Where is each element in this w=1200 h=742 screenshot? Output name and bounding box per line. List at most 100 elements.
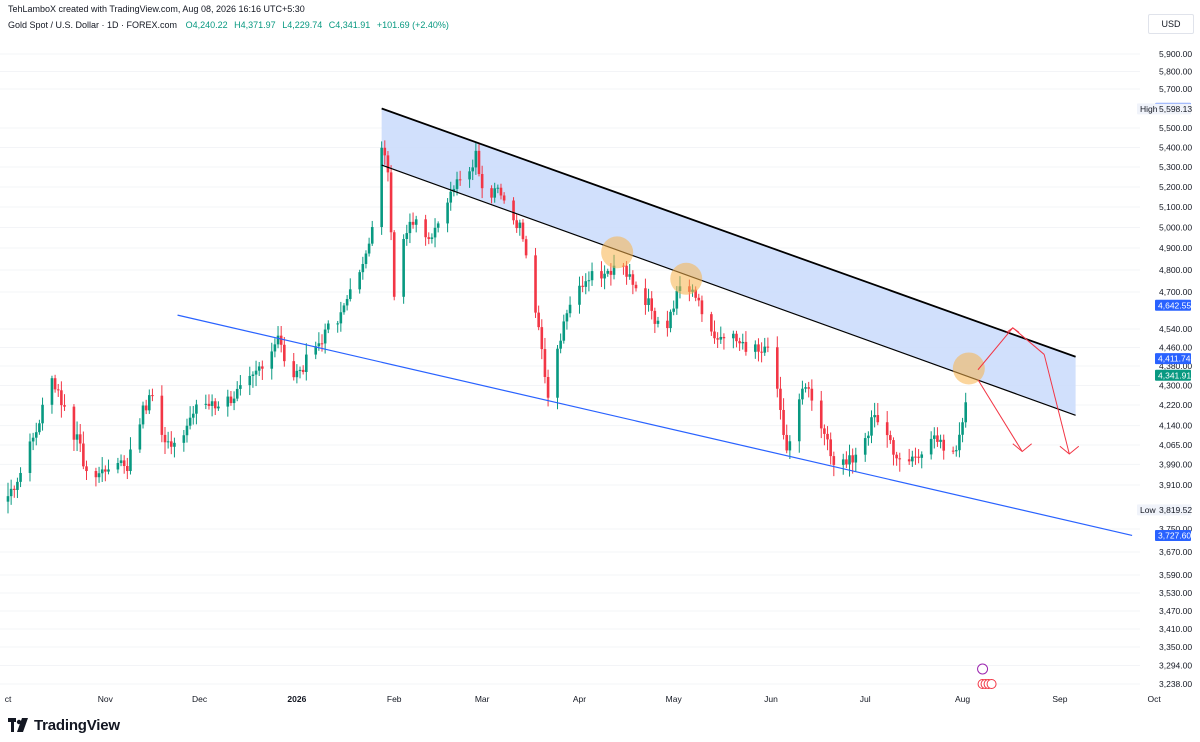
candle-body — [204, 403, 208, 405]
time-axis[interactable]: ct Nov Dec 2026 Feb Mar Apr May Jun Jul Aug Sep Oct — [5, 694, 1162, 704]
candle-body — [213, 401, 217, 409]
candle-body — [578, 285, 581, 305]
candle-body — [188, 417, 192, 426]
candle-body — [138, 424, 142, 450]
candle-body — [832, 456, 836, 465]
time-axis-label: Oct — [1147, 694, 1161, 704]
price-axis-label: 5,200.00 — [1159, 182, 1192, 192]
price-axis-label: 5,400.00 — [1159, 143, 1192, 153]
candle-body — [235, 388, 239, 399]
candle-body — [600, 271, 603, 279]
arrow-head-up — [1006, 327, 1020, 333]
candle-body — [766, 346, 770, 348]
price-axis-label: 4,800.00 — [1159, 265, 1192, 275]
candle-body — [895, 454, 898, 459]
symbol-legend: Gold Spot / U.S. Dollar · 1D · FOREX.com… — [8, 20, 453, 30]
candle-body — [261, 366, 264, 369]
candle-body — [471, 167, 475, 172]
price-tag-prefix: High — [1140, 104, 1158, 114]
candle-body — [694, 289, 697, 298]
candle-body — [191, 413, 195, 418]
candle-body — [634, 284, 638, 289]
candle-body — [182, 435, 186, 443]
candle-body — [819, 400, 823, 429]
candle-body — [518, 222, 522, 229]
time-axis-label: May — [666, 694, 683, 704]
candle-body — [911, 456, 914, 462]
candle-body — [254, 370, 258, 375]
candle-body — [647, 298, 650, 305]
candle-body — [151, 395, 154, 397]
candle-body — [625, 265, 628, 277]
candle-body — [656, 320, 660, 324]
candle-body — [229, 396, 233, 404]
candle-body — [851, 455, 854, 463]
candle-body — [295, 370, 299, 378]
candle-body — [107, 469, 110, 472]
price-tag-label: 3,727.60 — [1158, 530, 1191, 540]
price-axis-label: 3,670.00 — [1159, 547, 1192, 557]
time-axis-label: 2026 — [287, 694, 306, 704]
candle-body — [408, 221, 412, 234]
candle-body — [650, 298, 653, 311]
candle-body — [163, 434, 167, 443]
candle-body — [358, 272, 361, 290]
candle-body — [389, 172, 393, 233]
candle-body — [760, 351, 763, 353]
candle-body — [823, 428, 826, 434]
candle-body — [367, 243, 371, 254]
candle-body — [160, 395, 164, 435]
candle-body — [34, 432, 38, 438]
price-tags: 5,600.62High5,598.134,642.554,411.744,34… — [1137, 102, 1192, 541]
candle-body — [468, 171, 471, 180]
candle-body — [402, 239, 405, 297]
candle-body — [534, 255, 537, 313]
candle-body — [606, 270, 610, 274]
candle-body — [961, 422, 964, 435]
time-axis-label: Nov — [98, 694, 114, 704]
candle-body — [251, 374, 255, 376]
tradingview-wordmark: TradingView — [34, 716, 120, 734]
candle-body — [716, 338, 719, 340]
price-axis[interactable]: 5,900.00 5,800.00 5,700.00 5,500.00 5,400.00… — [1159, 49, 1192, 689]
candle-body — [56, 389, 60, 391]
candle-body — [16, 481, 19, 490]
price-axis-label: 3,590.00 — [1159, 570, 1192, 580]
currency-button[interactable]: USD — [1148, 14, 1194, 34]
price-axis-label: 5,300.00 — [1159, 162, 1192, 172]
candle-body — [217, 406, 220, 409]
candle-body — [559, 340, 562, 349]
projection-arrow-down-2 — [1043, 354, 1070, 455]
candle-body — [210, 401, 214, 406]
candle-body — [512, 200, 515, 221]
time-axis-label: ct — [5, 694, 12, 704]
arrow-head-down-2 — [1059, 445, 1080, 455]
candle-body — [72, 406, 76, 440]
candle-body — [719, 336, 723, 340]
price-tag-bg — [1155, 369, 1191, 381]
candle-body — [298, 369, 302, 371]
candle-body — [524, 239, 528, 256]
close-value: C4,341.91 — [328, 20, 371, 30]
price-axis-label: 4,220.00 — [1159, 400, 1192, 410]
time-axis-label: Mar — [475, 694, 490, 704]
symbol-name[interactable]: Gold Spot / U.S. Dollar · 1D · FOREX.com — [8, 20, 178, 30]
candle-body — [380, 147, 383, 228]
candle-body — [565, 313, 569, 322]
candle-body — [540, 327, 544, 350]
candle-body — [85, 466, 88, 472]
upper-channel-line — [381, 107, 1076, 358]
time-axis-label: Sep — [1052, 694, 1067, 704]
candle-body — [873, 415, 876, 418]
tradingview-logo-icon — [8, 718, 28, 732]
candle-body — [964, 402, 967, 423]
candle-body — [496, 187, 500, 189]
candle-body — [609, 270, 613, 275]
candle-body — [732, 333, 735, 339]
high-value: H4,371.97 — [234, 20, 276, 30]
candle-body — [414, 219, 418, 225]
candle-body — [273, 344, 277, 352]
candle-body — [339, 312, 343, 324]
candle-body — [232, 398, 236, 404]
